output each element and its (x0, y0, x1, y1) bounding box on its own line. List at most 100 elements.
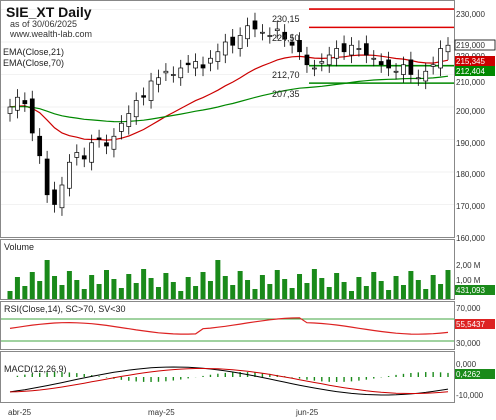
volume-bar (222, 276, 228, 299)
volume-bar (37, 281, 43, 299)
volume-bar (81, 289, 87, 299)
ema-lines (9, 54, 449, 141)
volume-bar (363, 286, 369, 299)
volume-bars (7, 260, 451, 299)
candle-body (104, 142, 109, 147)
volume-bar (29, 272, 35, 299)
ema70-legend: EMA(Close,70) (3, 58, 64, 68)
candle-body (326, 54, 332, 66)
candle-body (119, 122, 124, 132)
candle-body (111, 135, 117, 150)
candle-body (230, 36, 236, 46)
candle-body (363, 43, 369, 56)
volume-bar (52, 276, 58, 299)
volume-bar (74, 280, 80, 299)
candle-body (156, 77, 161, 85)
level-label-212: 212,70 (272, 70, 300, 80)
candle-body (133, 100, 139, 118)
candle-body (289, 41, 295, 46)
volume-bar (7, 291, 13, 299)
volume-bar (415, 280, 421, 299)
candle-body (126, 113, 132, 127)
volume-bar (400, 285, 406, 299)
volume-bar (185, 277, 191, 299)
last-close-value: 219,000 (456, 41, 485, 50)
macd-lines (9, 366, 449, 396)
volume-bar (141, 269, 147, 299)
site-label: www.wealth-lab.com (9, 29, 92, 39)
ema21-tag (455, 56, 495, 66)
volume-bar (386, 290, 392, 299)
candle-body (89, 142, 95, 163)
candle-body (401, 64, 406, 75)
x-tick-jun: jun-25 (295, 408, 319, 417)
y-tick-190000: 190,000 (456, 139, 485, 148)
candle-body (208, 57, 213, 64)
level-label-207: 207,35 (272, 89, 300, 99)
volume-bar (126, 274, 132, 299)
candle-body (215, 51, 221, 62)
candle-body (52, 189, 57, 205)
candle-body (334, 48, 339, 59)
volume-bar (341, 282, 347, 299)
last-close-tag (454, 39, 496, 51)
y-tick-210000: 210,000 (456, 78, 485, 87)
candle-body (356, 48, 362, 50)
volume-bar (252, 289, 258, 299)
volume-bar (304, 283, 310, 299)
volume-bar (133, 283, 139, 299)
macd-last-tag (455, 369, 495, 379)
candle-body (282, 31, 288, 40)
candle-body (386, 59, 391, 69)
volume-bar (378, 281, 384, 299)
ema70-tag (455, 66, 495, 76)
candle-body (67, 161, 72, 189)
candle-body (415, 77, 421, 80)
volume-bar (163, 273, 169, 299)
x-tick-may: may-25 (148, 408, 175, 417)
ema70-last-value: 212,404 (456, 67, 485, 76)
volume-tick-2m: 2,00 M (456, 261, 481, 270)
volume-bar (170, 282, 176, 299)
rsi-line (9, 317, 449, 335)
candle-body (44, 158, 50, 196)
candles (7, 12, 451, 216)
volume-bar (111, 279, 117, 299)
candle-body (170, 74, 176, 76)
macd-signal-line (9, 368, 449, 394)
volume-bar (207, 281, 213, 299)
ema21-line (9, 54, 449, 141)
candle-body (267, 35, 273, 37)
candle-body (193, 61, 198, 69)
candle-body (445, 44, 451, 53)
candle-body (408, 59, 414, 75)
y-tick-200000: 200,000 (456, 107, 485, 116)
candle-body (141, 95, 146, 98)
macd-line (9, 366, 449, 396)
ema70-line (9, 75, 449, 123)
candle-body (37, 135, 43, 157)
candle-body (178, 67, 184, 79)
volume-bar (334, 273, 340, 299)
candle-body (96, 137, 102, 140)
candle-body (74, 152, 80, 158)
level-label-224: 224,50 (272, 33, 300, 43)
y-tick-180000: 180,000 (456, 170, 485, 179)
candle-body (81, 155, 87, 160)
volume-bar (14, 277, 20, 299)
macd-title: MACD(12,26,9) (4, 364, 67, 374)
candle-body (200, 64, 206, 69)
volume-bar (267, 284, 273, 299)
rsi-last-tag (455, 319, 495, 329)
candle-body (378, 61, 384, 66)
volume-bar (348, 291, 354, 299)
candle-body (430, 64, 436, 67)
rsi-line (1, 317, 454, 342)
volume-bar (59, 285, 65, 299)
candle-body (438, 48, 443, 69)
volume-bar (356, 277, 362, 299)
volume-bar (371, 272, 377, 299)
rsi-tick-30: 30,000 (456, 339, 481, 348)
candle-body (252, 20, 258, 30)
